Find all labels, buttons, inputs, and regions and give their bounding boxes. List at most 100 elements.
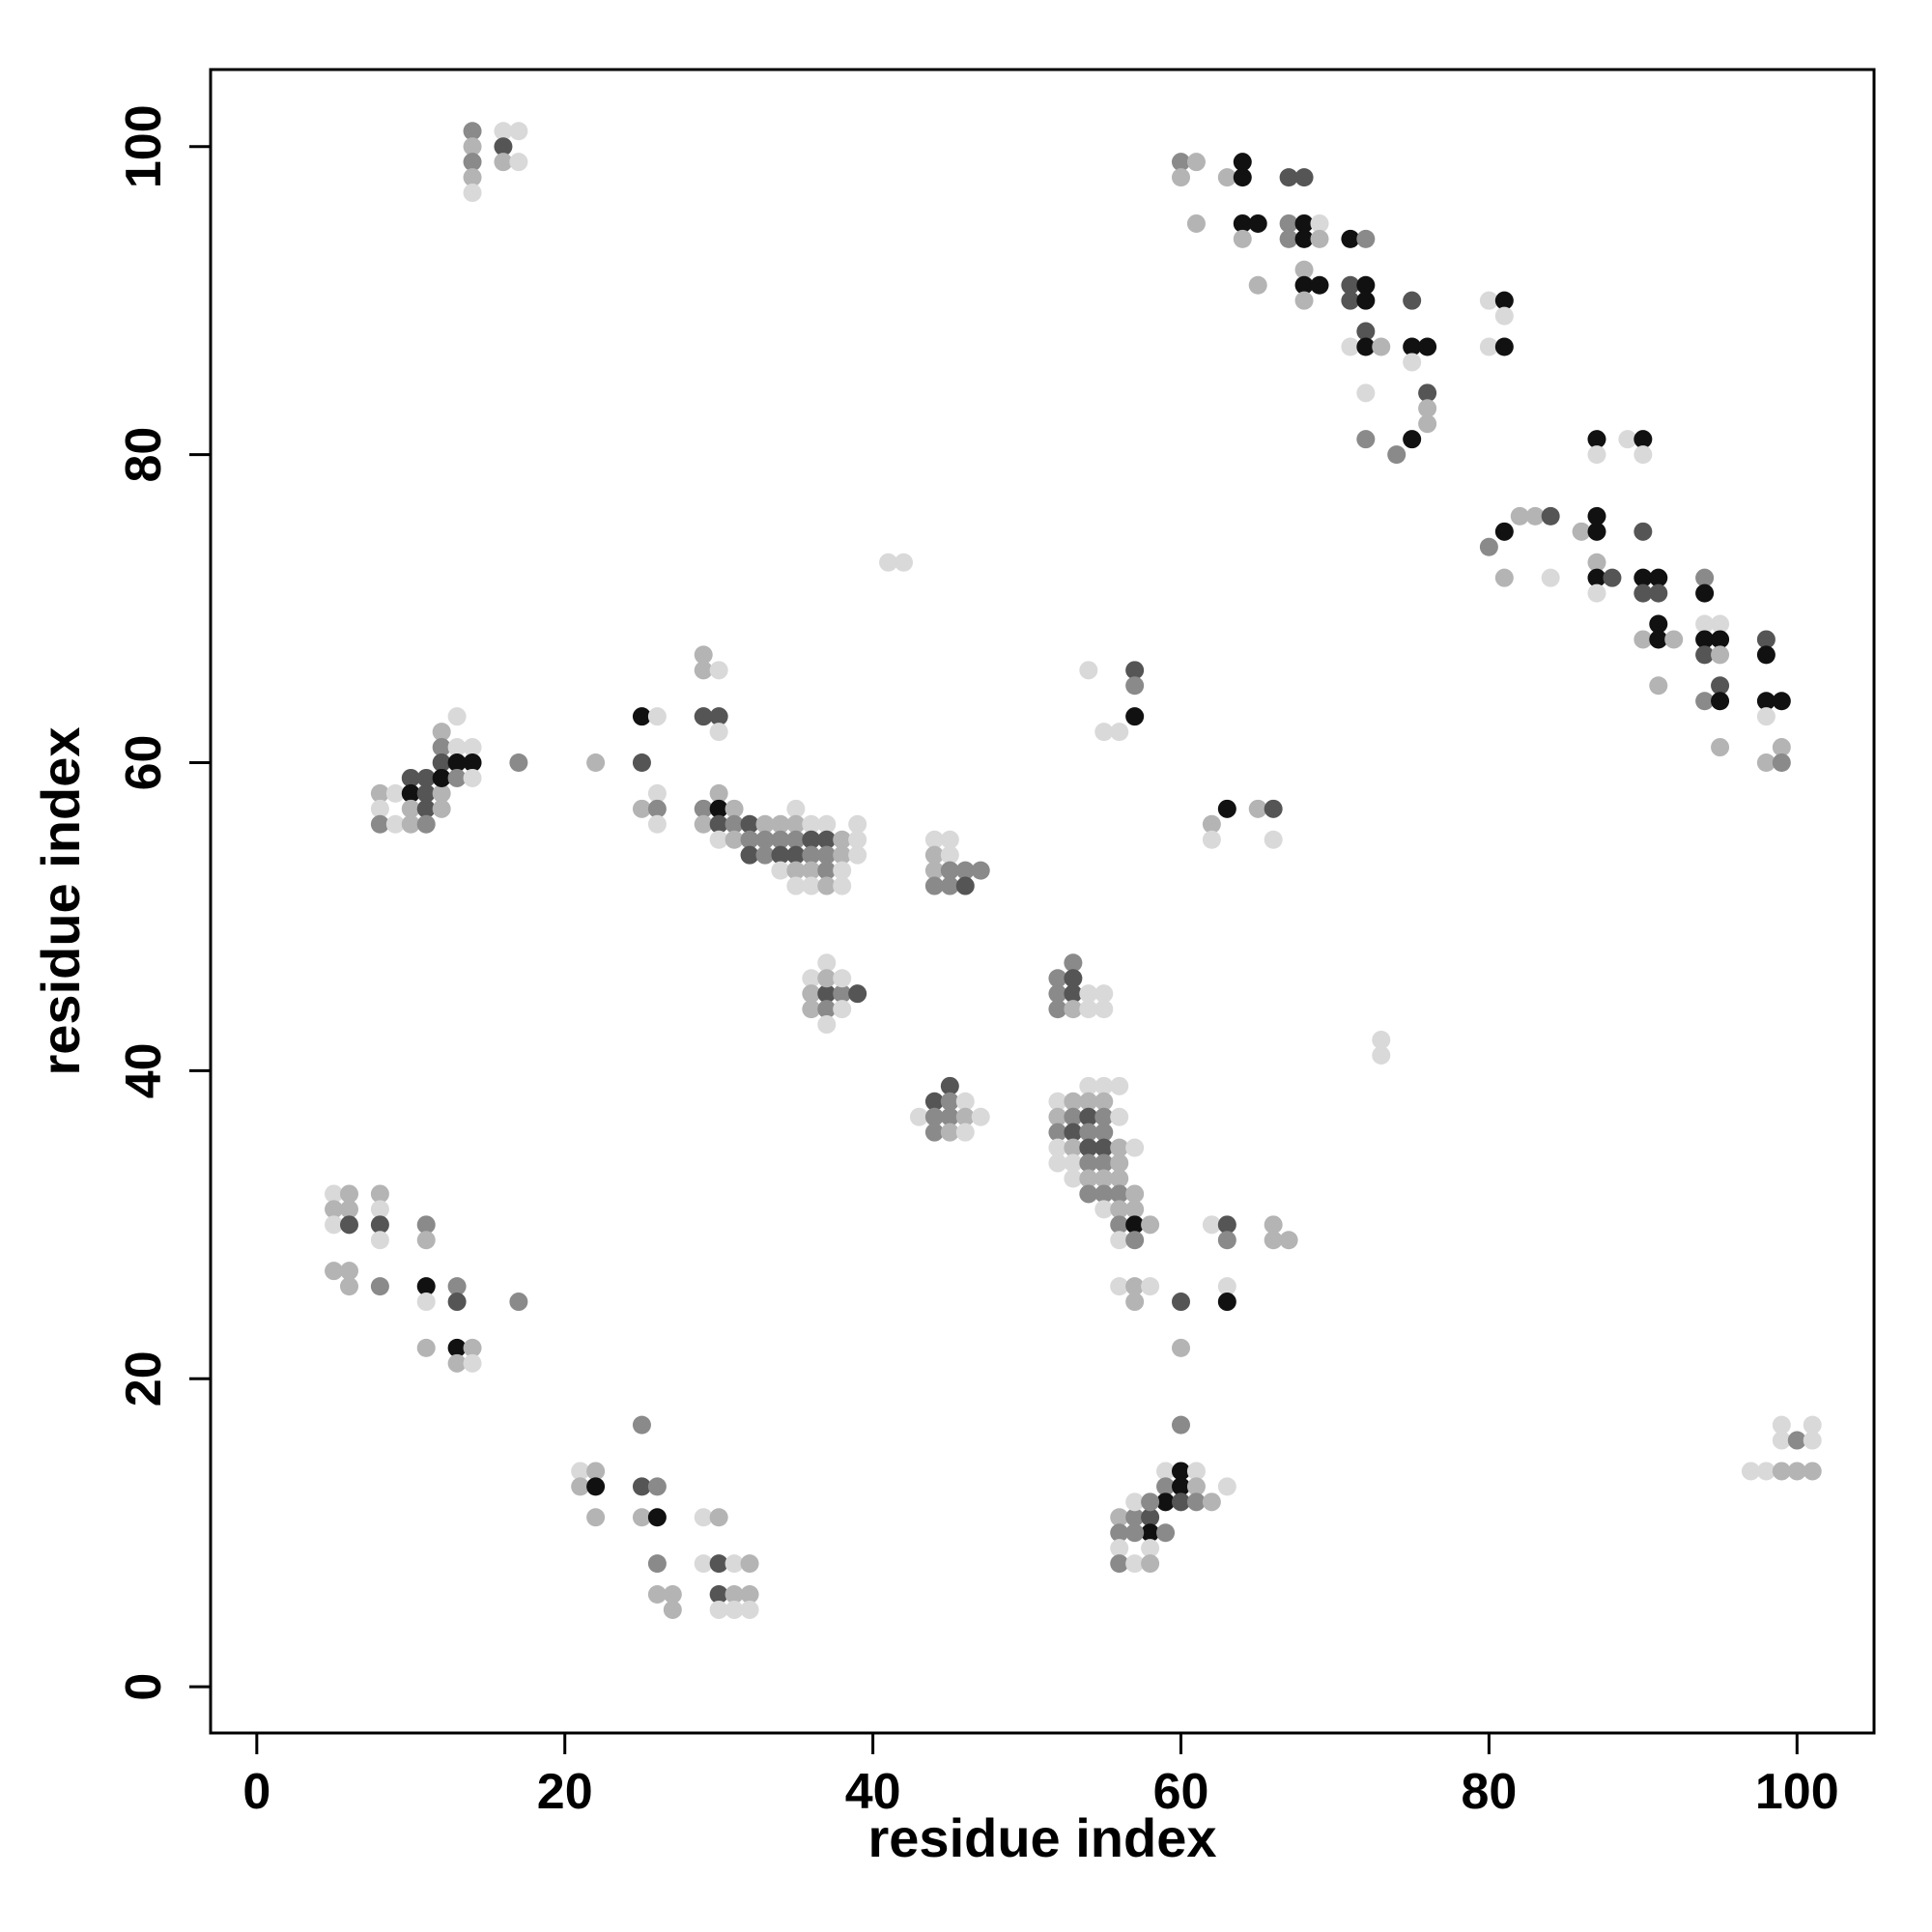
contact-point bbox=[1110, 1554, 1129, 1574]
contact-point bbox=[1048, 1138, 1067, 1157]
contact-point bbox=[1279, 1231, 1298, 1250]
contact-point bbox=[663, 1600, 682, 1619]
contact-point bbox=[1079, 984, 1098, 1004]
contact-point bbox=[709, 799, 728, 818]
contact-point bbox=[1125, 1138, 1145, 1157]
contact-point bbox=[709, 1585, 728, 1604]
x-tick-label: 20 bbox=[537, 1764, 593, 1820]
contact-point bbox=[924, 876, 944, 895]
contact-point bbox=[740, 1585, 759, 1604]
contact-point bbox=[1172, 1477, 1190, 1496]
contact-point bbox=[1233, 229, 1252, 248]
contact-point bbox=[1294, 260, 1314, 279]
contact-point bbox=[1711, 738, 1730, 757]
contact-point bbox=[1649, 583, 1668, 603]
contact-point bbox=[370, 1231, 389, 1250]
contact-point bbox=[1341, 229, 1360, 248]
contact-point bbox=[1479, 337, 1498, 356]
contact-point bbox=[940, 1122, 959, 1142]
contact-point bbox=[1094, 1122, 1114, 1142]
contact-point bbox=[802, 1000, 821, 1019]
contact-point bbox=[1772, 1415, 1791, 1435]
contact-point bbox=[786, 861, 806, 880]
contact-point bbox=[416, 1277, 436, 1296]
contact-point bbox=[971, 861, 990, 880]
contact-point bbox=[1756, 1462, 1776, 1481]
contact-point bbox=[1172, 1415, 1190, 1435]
contact-point bbox=[694, 645, 713, 665]
contact-point bbox=[1279, 229, 1298, 248]
contact-point bbox=[817, 1015, 837, 1035]
contact-point bbox=[1079, 1169, 1098, 1188]
contact-point bbox=[1494, 568, 1514, 587]
contact-point bbox=[1587, 522, 1606, 541]
y-tick-label: 40 bbox=[116, 1042, 172, 1098]
contact-point bbox=[909, 1107, 928, 1126]
contact-point bbox=[447, 1338, 467, 1357]
contact-point bbox=[1787, 1431, 1806, 1450]
contact-point bbox=[1110, 1153, 1129, 1173]
contact-point bbox=[1356, 291, 1376, 310]
contact-point bbox=[1310, 229, 1329, 248]
contact-point bbox=[647, 1508, 667, 1527]
contact-point bbox=[940, 1076, 959, 1095]
contact-point bbox=[1756, 753, 1776, 772]
contact-point bbox=[1356, 275, 1376, 295]
contact-point bbox=[740, 830, 759, 849]
y-axis: 0 20 40 60 80 100 bbox=[116, 104, 211, 1701]
contact-point bbox=[1094, 1107, 1114, 1126]
contact-point bbox=[1079, 1122, 1098, 1142]
contact-point bbox=[1479, 537, 1498, 556]
contact-point bbox=[432, 783, 451, 803]
contact-point bbox=[833, 861, 852, 880]
contact-point bbox=[955, 1107, 975, 1126]
contact-point bbox=[724, 830, 744, 849]
contact-point bbox=[848, 984, 867, 1004]
contact-point bbox=[447, 1277, 467, 1296]
contact-point bbox=[848, 830, 867, 849]
contact-point bbox=[401, 768, 420, 787]
contact-point bbox=[740, 845, 759, 865]
contact-point bbox=[1141, 1277, 1160, 1296]
contact-point bbox=[1294, 291, 1314, 310]
contact-point bbox=[1048, 1153, 1067, 1173]
contact-point bbox=[709, 814, 728, 834]
contact-point bbox=[1079, 1000, 1098, 1019]
contact-point bbox=[833, 876, 852, 895]
contact-point bbox=[1094, 1200, 1114, 1219]
contact-point bbox=[571, 1477, 590, 1496]
contact-point bbox=[1772, 1431, 1791, 1450]
contact-point bbox=[463, 768, 482, 787]
contact-point bbox=[955, 876, 975, 895]
contact-point bbox=[1587, 430, 1606, 449]
contact-point bbox=[802, 969, 821, 988]
contact-point bbox=[1418, 399, 1437, 418]
contact-point bbox=[1695, 583, 1715, 603]
contact-point bbox=[786, 845, 806, 865]
contact-point bbox=[1711, 645, 1730, 665]
contact-point bbox=[879, 553, 898, 572]
contact-point bbox=[1756, 707, 1776, 726]
contact-point bbox=[447, 707, 467, 726]
contact-point bbox=[416, 768, 436, 787]
contact-point bbox=[940, 861, 959, 880]
contact-point bbox=[1186, 1462, 1206, 1481]
contact-point bbox=[1186, 1492, 1206, 1512]
contact-point bbox=[709, 661, 728, 680]
contact-point bbox=[1356, 229, 1376, 248]
contact-point bbox=[447, 768, 467, 787]
contact-point bbox=[817, 1000, 837, 1019]
contact-point bbox=[647, 707, 667, 726]
contact-point bbox=[771, 861, 790, 880]
contact-point bbox=[940, 845, 959, 865]
y-tick-label: 100 bbox=[116, 104, 172, 188]
contact-point bbox=[1094, 1153, 1114, 1173]
contact-point bbox=[817, 814, 837, 834]
contact-point bbox=[1217, 1215, 1236, 1235]
contact-point bbox=[1110, 723, 1129, 742]
contact-point bbox=[1634, 630, 1653, 649]
contact-point bbox=[1094, 1184, 1114, 1204]
contact-point bbox=[1233, 153, 1252, 172]
contact-point bbox=[1125, 1293, 1145, 1312]
contact-point bbox=[463, 1338, 482, 1357]
